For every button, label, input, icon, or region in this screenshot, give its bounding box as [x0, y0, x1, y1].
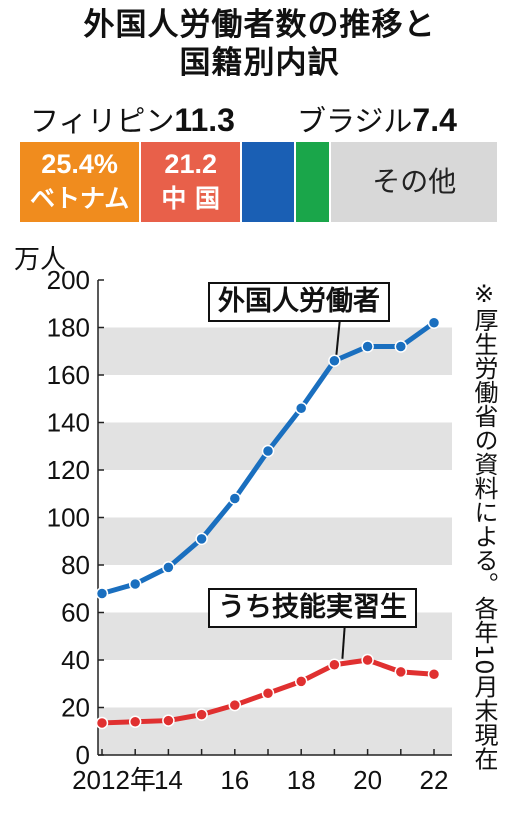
data-point-0: [95, 587, 109, 600]
data-point-0: [162, 561, 175, 574]
y-tick-label: 120: [47, 455, 90, 485]
grid-band: [98, 327, 452, 375]
data-point-0: [228, 492, 242, 505]
grid-band: [98, 517, 452, 565]
brazil-value: 7.4: [412, 102, 457, 138]
segment-percent: 21.2: [164, 149, 217, 179]
y-tick-label: 0: [76, 740, 90, 770]
x-tick-label: 20: [353, 765, 382, 795]
source-note: ※厚生労働省の資料による。各年10月末現在: [470, 280, 498, 771]
breakdown-segment-3: [296, 142, 330, 222]
x-tick-label: 2012年: [72, 765, 156, 795]
data-point-1: [228, 698, 242, 712]
data-point-1: [195, 708, 208, 721]
series-label-0: 外国人労働者: [208, 282, 390, 322]
x-tick-label: 14: [154, 765, 183, 795]
x-tick-label: 22: [420, 765, 449, 795]
y-tick-label: 40: [61, 645, 90, 675]
breakdown-segment-1: 21.2 中 国: [141, 142, 241, 222]
nationality-breakdown-bar: 25.4% ベトナム 21.2 中 国 その他: [20, 142, 497, 222]
y-tick-label: 180: [47, 313, 90, 343]
data-point-0: [427, 316, 441, 329]
y-tick-label: 160: [47, 360, 90, 390]
y-tick-label: 100: [47, 503, 90, 533]
callout-pointer: [335, 317, 341, 355]
segment-name: ベトナム: [29, 184, 130, 213]
y-tick-label: 20: [61, 693, 90, 723]
y-tick-label: 140: [47, 408, 90, 438]
data-point-0: [394, 340, 408, 353]
grid-band: [98, 422, 452, 470]
data-point-0: [294, 402, 308, 415]
y-axis-label: 万人: [14, 245, 66, 275]
data-point-1: [394, 665, 408, 679]
data-point-0: [361, 340, 374, 353]
data-point-0: [328, 354, 341, 367]
data-point-1: [95, 716, 109, 730]
data-point-0: [261, 444, 275, 458]
data-point-1: [328, 658, 341, 671]
segment-name: 中 国: [161, 184, 221, 213]
breakdown-segment-0: 25.4% ベトナム: [20, 142, 140, 222]
segment-percent: 25.4%: [41, 149, 118, 179]
brazil-label: ブラジル: [297, 104, 413, 138]
breakdown-segment-2: [242, 142, 295, 222]
data-point-0: [195, 532, 208, 546]
data-point-0: [128, 577, 142, 591]
data-point-1: [427, 668, 441, 681]
series-label-1: うち技能実習生: [208, 588, 417, 628]
philippines-caption: フィリピン11.3: [30, 104, 235, 137]
y-tick-label: 80: [61, 550, 90, 580]
breakdown-segment-4: その他: [331, 142, 497, 222]
x-tick-label: 16: [220, 765, 249, 795]
y-tick-label: 200: [47, 265, 90, 295]
philippines-value: 11.3: [174, 102, 235, 138]
chart-title: 外国人労働者数の推移と 国籍別内訳: [0, 6, 519, 82]
philippines-label: フィリピン: [30, 104, 175, 138]
data-point-1: [294, 675, 308, 688]
data-point-1: [361, 653, 374, 667]
y-tick-label: 60: [61, 598, 90, 628]
x-tick-label: 18: [287, 765, 316, 795]
callout-pointer: [341, 621, 346, 659]
brazil-caption: ブラジル7.4: [297, 104, 457, 137]
title-line-2: 国籍別内訳: [179, 45, 340, 81]
grid-band: [98, 707, 452, 755]
data-point-1: [261, 687, 275, 700]
data-point-1: [162, 714, 175, 727]
data-point-1: [128, 715, 142, 728]
title-line-1: 外国人労働者数の推移と: [83, 7, 436, 43]
